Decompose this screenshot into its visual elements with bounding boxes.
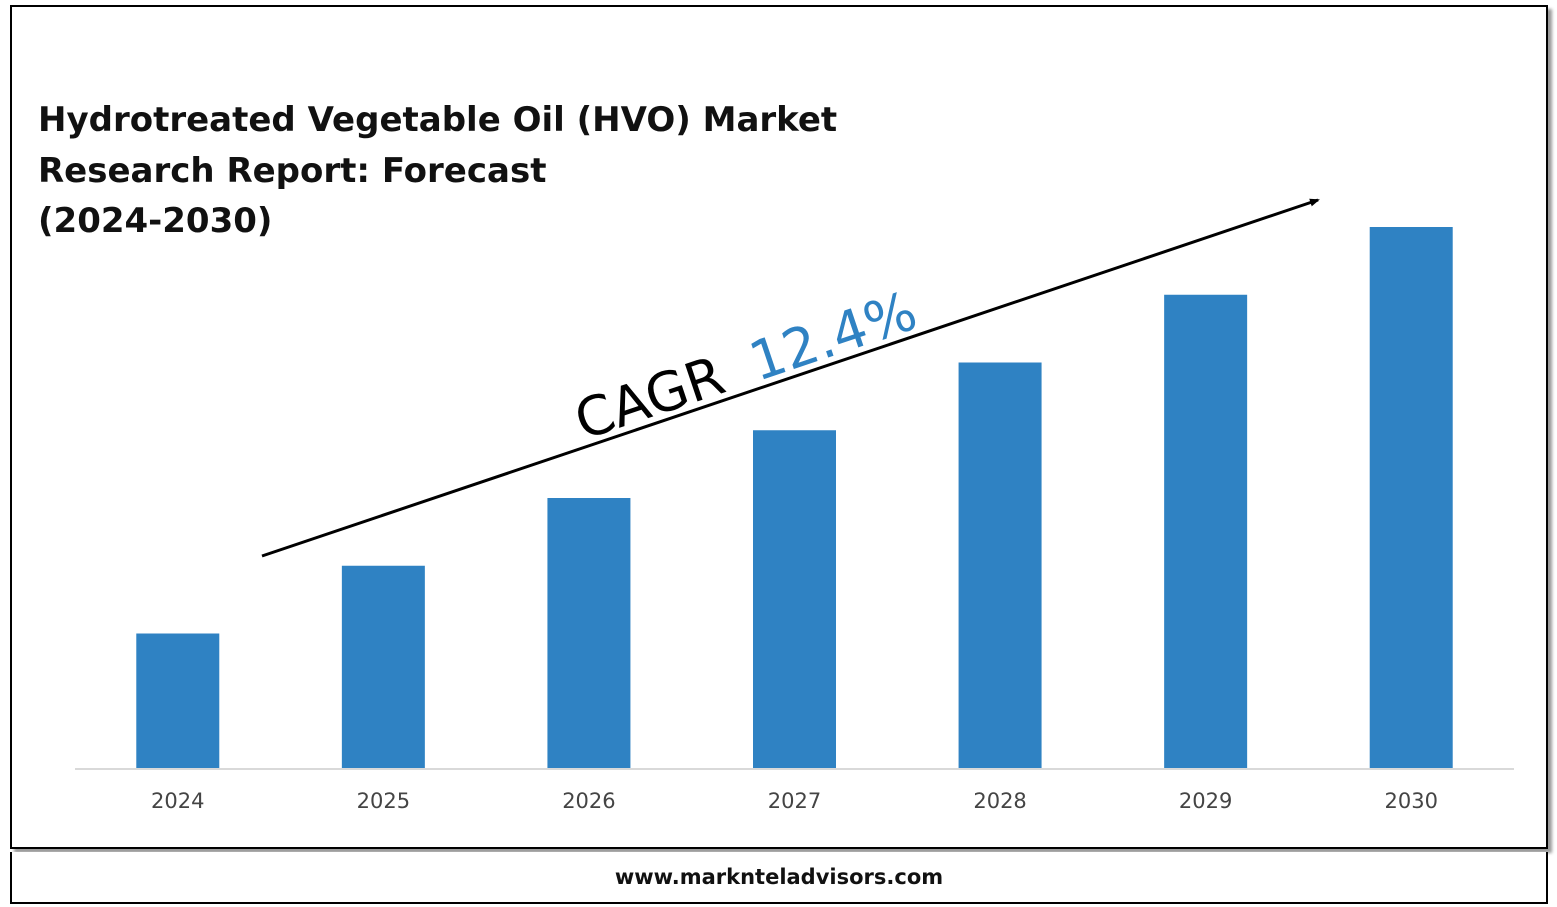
x-tick-label: 2026 bbox=[562, 789, 615, 813]
x-tick-label: 2029 bbox=[1179, 789, 1232, 813]
cagr-value: 12.4% bbox=[742, 279, 925, 393]
title-line-3: (2024-2030) bbox=[38, 201, 272, 241]
bar-2024 bbox=[136, 633, 220, 769]
bar-2028 bbox=[958, 362, 1042, 769]
bar-2026 bbox=[547, 498, 631, 769]
title-line-1: Hydrotreated Vegetable Oil (HVO) Market bbox=[38, 100, 837, 140]
title-line-2: Research Report: Forecast bbox=[38, 151, 546, 191]
x-tick-label: 2024 bbox=[151, 789, 204, 813]
bar-2029 bbox=[1164, 294, 1248, 769]
x-tick-label: 2025 bbox=[357, 789, 410, 813]
x-axis-ticks: 2024 2025 2026 2027 2028 2029 2030 bbox=[151, 789, 1438, 813]
bar-series bbox=[136, 227, 1453, 769]
chart-title: Hydrotreated Vegetable Oil (HVO) Market … bbox=[38, 100, 837, 241]
x-tick-label: 2030 bbox=[1384, 789, 1437, 813]
bar-2030 bbox=[1369, 227, 1453, 769]
trend-arrow bbox=[261, 198, 1320, 558]
cagr-annotation: CAGR 12.4% bbox=[567, 279, 924, 452]
cagr-label: CAGR bbox=[567, 344, 732, 453]
x-tick-label: 2027 bbox=[768, 789, 821, 813]
x-tick-label: 2028 bbox=[973, 789, 1026, 813]
website-link[interactable]: www.marknteladvisors.com bbox=[614, 865, 944, 889]
bar-2027 bbox=[753, 430, 836, 769]
chart: Hydrotreated Vegetable Oil (HVO) Market … bbox=[38, 100, 1514, 813]
bar-2025 bbox=[341, 565, 425, 769]
footer: www.marknteladvisors.com bbox=[10, 852, 1548, 904]
